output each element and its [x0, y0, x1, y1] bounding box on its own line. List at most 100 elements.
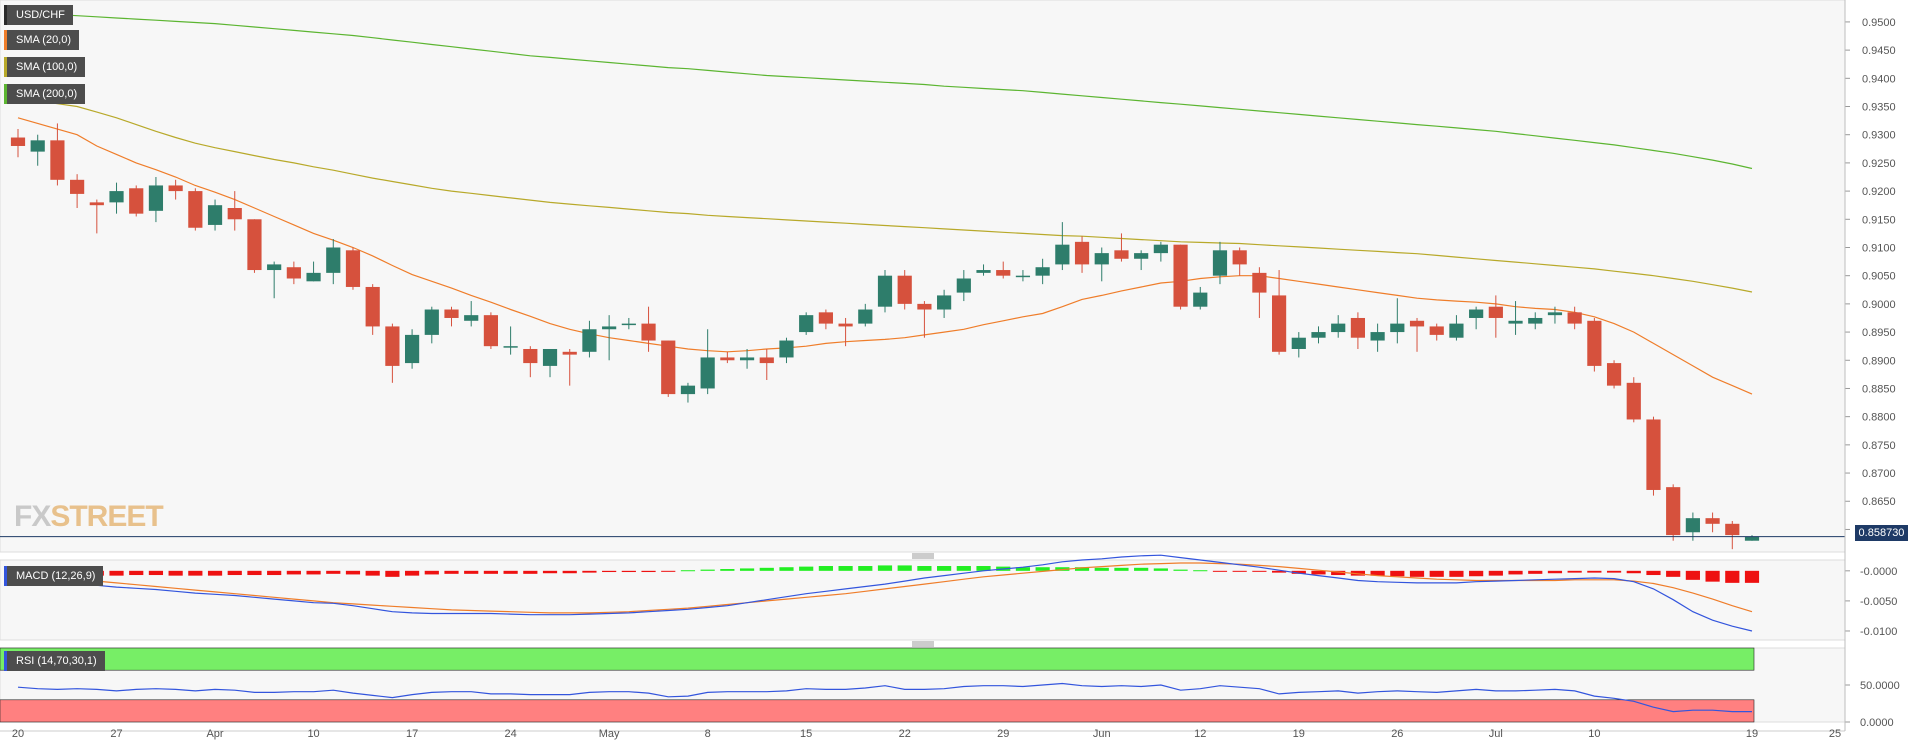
macd-legend-label: MACD (12,26,9) [16, 570, 96, 582]
candle-body [1173, 244, 1188, 307]
y-tick-label: 0.8700 [1862, 468, 1896, 480]
candle-body [464, 315, 479, 321]
macd-histogram-bar [483, 570, 499, 574]
candle-body [680, 385, 696, 395]
y-tick-label: 0.8950 [1862, 327, 1896, 339]
candle-body [1567, 312, 1582, 324]
macd-histogram-bar [937, 566, 952, 571]
macd-histogram-bar [365, 570, 380, 576]
macd-histogram-bar [1134, 567, 1149, 571]
price-pane [0, 0, 1846, 553]
y-tick-label: 0.9050 [1862, 271, 1896, 283]
macd-histogram-bar [1646, 570, 1661, 576]
candle-body [188, 191, 203, 228]
macd-y-tick-label: -0.0000 [1860, 566, 1897, 578]
candle-body [838, 323, 853, 327]
x-tick-label: 24 [504, 728, 516, 740]
macd-histogram-bar [404, 570, 420, 576]
macd-histogram-bar [897, 565, 912, 571]
candle-body [168, 185, 183, 192]
legend-swatch [4, 30, 7, 50]
macd-lines [17, 554, 1753, 632]
candle-body [818, 312, 833, 324]
last-price-tag: 0.858730 [1855, 525, 1908, 541]
candle-body [1291, 337, 1306, 349]
candle-body [661, 340, 676, 395]
macd-histogram-bar [1429, 570, 1444, 577]
candle-body [1094, 253, 1109, 265]
fxstreet-logo: FXSTREET [14, 500, 164, 534]
candle-body [286, 267, 301, 279]
candle-body [306, 272, 321, 282]
candle-body [30, 140, 45, 152]
macd-histogram-bar [1666, 570, 1681, 577]
axes: 0.9500 0.9450 0.9400 0.9350 0.9300 0.9250 0.92… [12, 0, 1900, 740]
macd-histogram-bar [1271, 570, 1287, 573]
macd-histogram-bar [700, 569, 715, 571]
macd-histogram-bar [464, 570, 479, 574]
macd-histogram-bar [917, 566, 932, 571]
x-tick-label: 25 [1829, 728, 1841, 740]
macd-legend[interactable]: MACD (12,26,9) [4, 566, 104, 586]
rsi-legend-label: RSI (14,70,30,1) [16, 655, 97, 667]
macd-histogram-bar [1409, 570, 1425, 577]
candle-body [937, 295, 952, 310]
candle-body [641, 323, 656, 341]
x-tick-label: 10 [1588, 728, 1600, 740]
sma-lines [17, 11, 1753, 395]
macd-histogram-bar [779, 567, 794, 571]
macd-histogram-bar [424, 570, 439, 575]
candle-body [385, 326, 400, 366]
macd-histogram-bar [1528, 570, 1543, 574]
macd-histogram-bar [602, 570, 617, 573]
candle-body [759, 357, 774, 364]
candle-body [1705, 518, 1720, 524]
macd-histogram-bar [799, 566, 814, 571]
y-tick-label: 0.8850 [1862, 383, 1896, 395]
y-tick-label: 0.8800 [1862, 412, 1896, 424]
candle-body [542, 348, 558, 366]
macd-histogram-bar [1015, 567, 1031, 571]
rsi-legend[interactable]: RSI (14,70,30,1) [4, 651, 105, 671]
candle-body [720, 357, 735, 361]
legend-usdchf[interactable]: USD/CHF [4, 5, 73, 25]
macd-y-tick-label: -0.0100 [1860, 626, 1897, 638]
candle-body [267, 264, 282, 271]
x-tick-label: 19 [1746, 728, 1758, 740]
macd-histogram-bar [1508, 570, 1523, 575]
candle-body [523, 348, 538, 364]
macd-histogram-bar [1685, 570, 1700, 580]
candle-body [1232, 250, 1247, 265]
macd-histogram-bar [680, 570, 696, 572]
x-tick-label: 8 [705, 728, 711, 740]
macd-histogram-bar [109, 570, 124, 576]
macd-histogram-bar [1291, 570, 1306, 574]
sma200-line [17, 11, 1753, 170]
candle-body [1331, 323, 1346, 333]
candle-body [1429, 326, 1444, 335]
candle-body [148, 185, 164, 211]
rsi-y-tick-label: 50.0000 [1860, 680, 1900, 692]
macd-histogram-bar [1488, 570, 1503, 576]
candle-body [956, 278, 971, 293]
candle-body [247, 219, 262, 271]
macd-histogram-bar [207, 570, 223, 576]
legend-sma20[interactable]: SMA (20,0) [4, 30, 80, 50]
candle-body [739, 357, 755, 361]
candle-body [1370, 332, 1385, 341]
y-tick-label: 0.9150 [1862, 214, 1896, 226]
x-tick-label: 12 [1194, 728, 1206, 740]
rsi-line-path [17, 682, 1752, 713]
y-tick-label: 0.9200 [1862, 186, 1896, 198]
legend-sma200[interactable]: SMA (200,0) [4, 84, 86, 104]
candle-body [1626, 382, 1641, 420]
macd-histogram-bar [956, 566, 971, 571]
x-tick-label: May [599, 728, 620, 740]
legend-sma100[interactable]: SMA (100,0) [4, 57, 86, 77]
macd-histogram-bar [858, 566, 873, 571]
y-tick-label: 0.9400 [1862, 73, 1896, 85]
sma20-line [17, 117, 1753, 395]
y-tick-label: 0.8750 [1862, 440, 1896, 452]
